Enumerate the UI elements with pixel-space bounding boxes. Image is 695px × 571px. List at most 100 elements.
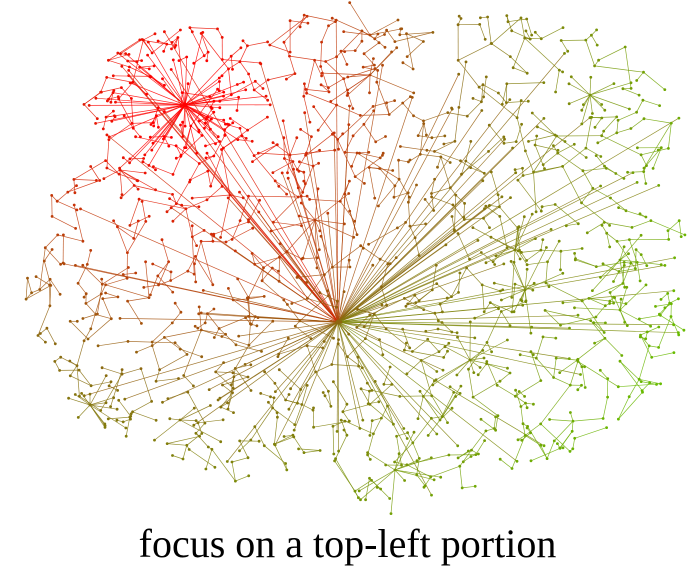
graph-node bbox=[476, 373, 480, 377]
graph-edge bbox=[45, 234, 58, 248]
graph-node bbox=[318, 148, 321, 152]
graph-node bbox=[220, 36, 224, 39]
graph-edge bbox=[577, 338, 606, 360]
graph-node bbox=[126, 299, 129, 303]
graph-node bbox=[508, 324, 512, 328]
graph-node bbox=[618, 258, 622, 262]
graph-edge bbox=[347, 93, 354, 109]
graph-edge bbox=[354, 176, 365, 184]
graph-node bbox=[482, 171, 486, 175]
graph-node bbox=[266, 98, 270, 102]
graph-node bbox=[213, 465, 217, 469]
graph-node bbox=[153, 438, 156, 442]
graph-edge bbox=[517, 228, 520, 251]
graph-node bbox=[282, 298, 286, 302]
graph-node bbox=[342, 428, 346, 432]
graph-node bbox=[244, 137, 248, 140]
graph-node bbox=[296, 195, 300, 199]
graph-node bbox=[117, 172, 121, 176]
graph-node bbox=[154, 188, 157, 192]
network-graph bbox=[24, 1, 687, 515]
graph-node bbox=[229, 54, 233, 58]
graph-edge bbox=[521, 249, 541, 253]
graph-node bbox=[418, 389, 422, 393]
graph-node bbox=[339, 49, 343, 53]
graph-node bbox=[142, 157, 146, 160]
graph-node bbox=[500, 298, 503, 302]
graph-edge bbox=[560, 40, 568, 52]
graph-edge bbox=[416, 474, 426, 487]
graph-edge bbox=[108, 416, 130, 420]
graph-edge bbox=[27, 278, 32, 293]
graph-node bbox=[481, 83, 485, 87]
graph-edge bbox=[406, 33, 424, 42]
graph-edge bbox=[359, 469, 396, 492]
graph-node bbox=[194, 255, 197, 258]
graph-node bbox=[347, 192, 351, 195]
graph-node bbox=[292, 428, 296, 432]
graph-edge bbox=[337, 257, 675, 323]
graph-node bbox=[287, 407, 291, 411]
graph-edge bbox=[286, 73, 296, 80]
graph-edge bbox=[200, 241, 214, 285]
graph-node bbox=[508, 371, 512, 375]
graph-edge bbox=[106, 104, 186, 118]
graph-node bbox=[240, 134, 244, 138]
graph-node bbox=[595, 43, 599, 47]
graph-edge bbox=[589, 94, 593, 114]
graph-node bbox=[220, 148, 223, 151]
graph-node bbox=[224, 240, 228, 244]
graph-edge bbox=[303, 96, 311, 123]
graph-node bbox=[526, 99, 530, 103]
graph-edge bbox=[559, 431, 573, 449]
graph-edge bbox=[510, 261, 526, 291]
graph-node bbox=[183, 124, 187, 128]
graph-node bbox=[506, 366, 509, 370]
graph-node bbox=[482, 310, 486, 314]
graph-node bbox=[299, 388, 303, 391]
graph-node bbox=[273, 381, 277, 385]
graph-node bbox=[612, 301, 615, 305]
graph-edge bbox=[618, 383, 661, 388]
graph-edge bbox=[640, 154, 647, 166]
graph-node bbox=[127, 74, 131, 77]
graph-node bbox=[356, 355, 360, 359]
graph-edge bbox=[102, 267, 129, 285]
graph-edge bbox=[406, 464, 431, 478]
graph-edge bbox=[406, 33, 414, 70]
graph-node bbox=[593, 341, 596, 345]
graph-node bbox=[129, 417, 132, 421]
graph-edge bbox=[582, 170, 594, 189]
graph-edge bbox=[247, 267, 264, 300]
graph-node bbox=[433, 177, 436, 181]
graph-edge bbox=[388, 96, 411, 115]
graph-node bbox=[559, 268, 562, 272]
graph-node bbox=[386, 262, 390, 266]
graph-edge bbox=[306, 152, 339, 323]
graph-edge bbox=[300, 371, 316, 390]
graph-node bbox=[163, 30, 166, 34]
graph-node bbox=[419, 359, 423, 362]
graph-node bbox=[348, 1, 352, 5]
graph-node bbox=[230, 238, 234, 241]
graph-edge bbox=[418, 289, 433, 301]
graph-edge bbox=[283, 137, 285, 159]
graph-edge bbox=[439, 407, 453, 421]
graph-node bbox=[383, 33, 386, 36]
graph-node bbox=[659, 298, 663, 301]
graph-edge bbox=[284, 158, 304, 193]
graph-node bbox=[580, 383, 583, 387]
graph-edge bbox=[289, 55, 296, 74]
graph-edge bbox=[606, 233, 611, 247]
graph-node bbox=[491, 260, 495, 264]
graph-edge bbox=[577, 361, 619, 387]
graph-node bbox=[136, 179, 140, 183]
graph-edge bbox=[184, 104, 220, 109]
graph-edge bbox=[450, 173, 462, 188]
graph-node bbox=[193, 324, 197, 328]
graph-node bbox=[88, 403, 92, 407]
graph-node bbox=[188, 180, 192, 184]
graph-node bbox=[569, 411, 572, 414]
graph-node bbox=[639, 153, 643, 157]
graph-edge bbox=[618, 391, 643, 420]
